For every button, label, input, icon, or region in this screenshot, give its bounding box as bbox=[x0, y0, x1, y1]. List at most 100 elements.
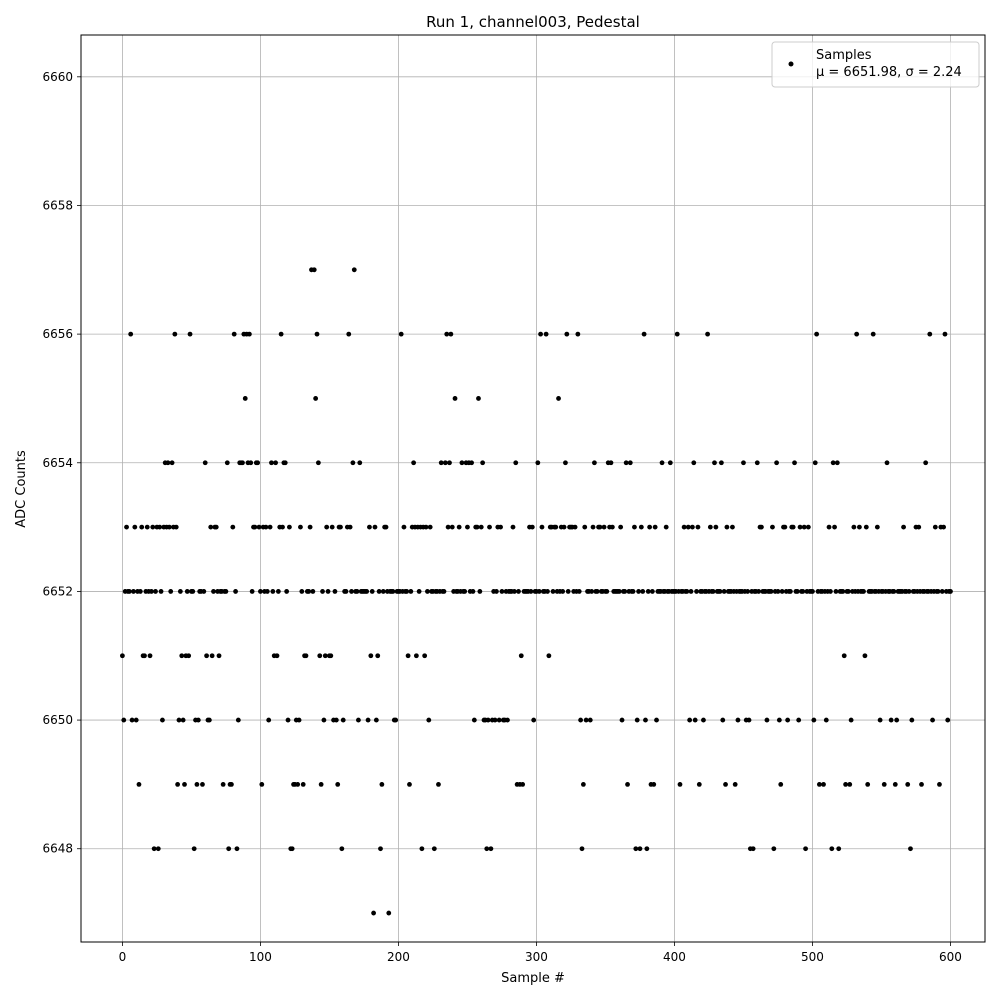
data-point bbox=[556, 396, 561, 401]
data-point bbox=[213, 524, 219, 530]
data-point bbox=[317, 653, 323, 659]
data-point bbox=[470, 589, 476, 594]
data-point bbox=[346, 331, 352, 337]
data-point bbox=[891, 589, 897, 594]
data-point bbox=[816, 782, 822, 787]
data-point bbox=[269, 460, 274, 466]
data-point bbox=[888, 717, 894, 723]
data-point bbox=[560, 589, 566, 594]
data-point bbox=[823, 717, 829, 723]
data-point bbox=[681, 524, 687, 530]
data-point bbox=[350, 460, 356, 466]
data-point bbox=[645, 589, 651, 594]
data-point bbox=[545, 589, 550, 594]
data-point bbox=[315, 460, 321, 466]
data-point bbox=[179, 653, 185, 659]
data-point bbox=[209, 653, 215, 659]
data-point bbox=[229, 782, 234, 787]
data-point bbox=[770, 524, 775, 530]
data-point bbox=[231, 331, 237, 337]
data-point bbox=[441, 589, 447, 594]
data-point bbox=[644, 846, 650, 852]
data-point bbox=[865, 782, 871, 787]
data-point bbox=[452, 396, 458, 401]
data-point bbox=[338, 524, 343, 530]
data-point bbox=[627, 460, 633, 466]
data-point bbox=[128, 331, 134, 337]
data-point bbox=[579, 846, 585, 852]
data-point bbox=[674, 331, 680, 337]
data-point bbox=[881, 782, 887, 787]
data-point bbox=[121, 717, 127, 723]
data-point bbox=[496, 717, 502, 723]
data-point bbox=[151, 846, 157, 852]
data-point bbox=[750, 846, 756, 852]
data-point bbox=[945, 717, 951, 723]
data-point bbox=[861, 589, 866, 594]
data-point bbox=[120, 653, 125, 659]
data-point bbox=[930, 717, 935, 723]
data-point bbox=[863, 524, 869, 530]
data-point bbox=[625, 782, 630, 787]
data-point bbox=[230, 524, 236, 530]
data-point bbox=[411, 460, 417, 466]
data-point bbox=[169, 460, 175, 466]
data-point bbox=[948, 589, 953, 594]
data-point bbox=[191, 846, 197, 852]
data-point bbox=[905, 782, 911, 787]
data-point bbox=[710, 589, 716, 594]
x-tick-label: 400 bbox=[663, 950, 686, 964]
data-point bbox=[364, 589, 370, 594]
legend-box bbox=[771, 41, 980, 88]
data-point bbox=[165, 460, 171, 466]
legend-marker bbox=[788, 61, 794, 67]
data-point bbox=[529, 524, 535, 530]
data-point bbox=[180, 717, 186, 723]
data-point bbox=[550, 589, 556, 594]
data-point bbox=[287, 524, 292, 530]
data-point bbox=[386, 910, 392, 916]
data-point bbox=[580, 782, 586, 787]
data-point bbox=[223, 589, 229, 594]
data-point bbox=[759, 524, 764, 530]
data-point bbox=[634, 717, 640, 723]
data-point bbox=[408, 589, 414, 594]
data-point bbox=[932, 524, 938, 530]
data-point bbox=[630, 589, 636, 594]
data-point bbox=[176, 717, 182, 723]
data-point bbox=[356, 717, 361, 723]
data-point bbox=[836, 846, 842, 852]
data-point bbox=[235, 717, 241, 723]
data-point bbox=[398, 331, 404, 337]
data-point bbox=[937, 782, 942, 787]
data-point bbox=[329, 524, 335, 530]
x-tick-label: 600 bbox=[939, 950, 962, 964]
data-point bbox=[259, 782, 265, 787]
data-point bbox=[848, 717, 854, 723]
data-point bbox=[741, 460, 746, 466]
data-point bbox=[476, 396, 481, 401]
data-point bbox=[206, 717, 212, 723]
data-point bbox=[830, 460, 836, 466]
data-point bbox=[139, 524, 145, 530]
data-point bbox=[792, 460, 797, 466]
data-point bbox=[812, 460, 818, 466]
data-point bbox=[488, 846, 494, 852]
data-point bbox=[511, 589, 517, 594]
x-tick-label: 200 bbox=[387, 950, 410, 964]
data-point bbox=[814, 331, 820, 337]
data-point bbox=[718, 460, 724, 466]
data-point bbox=[764, 717, 770, 723]
data-point bbox=[282, 460, 288, 466]
data-point bbox=[688, 589, 694, 594]
data-point bbox=[131, 589, 136, 594]
data-point bbox=[543, 331, 549, 337]
data-point bbox=[438, 460, 444, 466]
data-point bbox=[857, 524, 862, 530]
data-point bbox=[303, 653, 309, 659]
data-point bbox=[300, 782, 306, 787]
data-point bbox=[829, 846, 835, 852]
x-tick-label: 500 bbox=[801, 950, 824, 964]
y-tick-label: 6648 bbox=[42, 842, 73, 856]
data-point bbox=[712, 460, 717, 466]
